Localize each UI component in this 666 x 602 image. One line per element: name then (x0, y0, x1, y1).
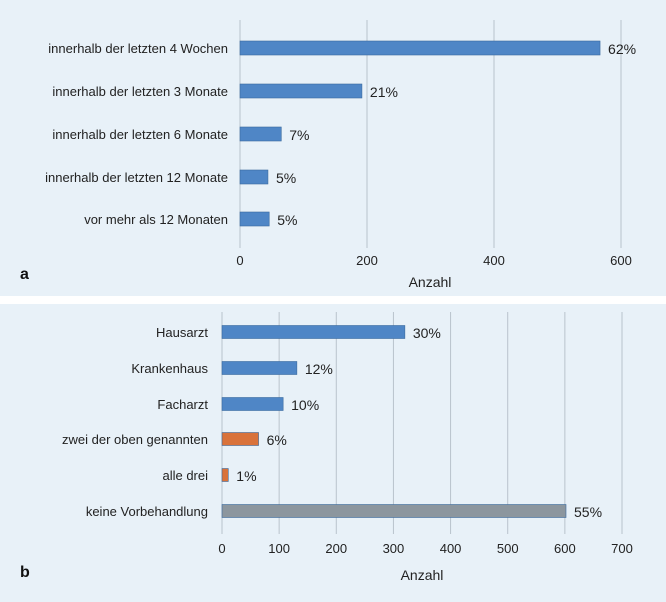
x-tick-label: 0 (218, 541, 225, 556)
x-tick-label: 500 (497, 541, 519, 556)
data-label: 5% (276, 170, 296, 186)
data-label: 21% (370, 84, 398, 100)
panel-label-b: b (20, 564, 30, 581)
data-label: 5% (277, 212, 297, 228)
category-label: innerhalb der letzten 3 Monate (52, 84, 228, 99)
panel-divider (0, 296, 666, 304)
category-label: innerhalb der letzten 4 Wochen (48, 41, 228, 56)
bar (221, 468, 229, 482)
bar (221, 397, 284, 411)
data-label: 7% (289, 127, 309, 143)
data-label: 10% (291, 397, 319, 413)
data-label: 62% (608, 41, 636, 57)
data-label: 12% (305, 361, 333, 377)
bar (239, 169, 269, 185)
category-label: Hausarzt (156, 325, 208, 340)
x-tick-label: 200 (356, 253, 378, 268)
bar (221, 361, 298, 375)
x-tick-label: 700 (611, 541, 633, 556)
chart-panel-a: 0 200 400 600 Anzahl innerhalb der letzten 4 … (0, 0, 666, 296)
x-tick-label: 100 (268, 541, 290, 556)
category-label: Facharzt (157, 397, 208, 412)
bar (221, 504, 567, 518)
x-axis-title: Anzahl (401, 567, 444, 583)
bar (221, 325, 406, 339)
x-tick-label: 400 (440, 541, 462, 556)
category-label: Krankenhaus (131, 361, 208, 376)
panel-label-a: a (20, 266, 29, 283)
x-tick-label: 600 (554, 541, 576, 556)
category-label: zwei der oben genannten (62, 432, 208, 447)
chart-a-svg: 0 200 400 600 Anzahl innerhalb der letzten 4 … (45, 20, 636, 290)
x-tick-label: 400 (483, 253, 505, 268)
x-axis-title: Anzahl (409, 274, 452, 290)
chart-panel-b: 0 100 200 300 400 500 600 700 Anzahl Hausarzt 30% K… (0, 304, 666, 602)
x-tick-label: 600 (610, 253, 632, 268)
category-label: vor mehr als 12 Monaten (84, 212, 228, 227)
bar (239, 126, 282, 142)
x-tick-label: 0 (236, 253, 243, 268)
bar (239, 211, 270, 227)
data-label: 1% (236, 468, 256, 484)
data-label: 6% (267, 432, 287, 448)
bar (221, 432, 259, 446)
data-label: 30% (413, 325, 441, 341)
bar (239, 83, 363, 99)
bar (239, 40, 601, 56)
x-tick-label: 300 (383, 541, 405, 556)
chart-b-svg: 0 100 200 300 400 500 600 700 Anzahl Hausarzt 30% K… (62, 312, 633, 583)
x-tick-label: 200 (325, 541, 347, 556)
category-label: innerhalb der letzten 6 Monate (52, 127, 228, 142)
category-label: innerhalb der letzten 12 Monate (45, 170, 228, 185)
data-label: 55% (574, 504, 602, 520)
category-label: alle drei (162, 468, 208, 483)
category-label: keine Vorbehandlung (86, 504, 208, 519)
